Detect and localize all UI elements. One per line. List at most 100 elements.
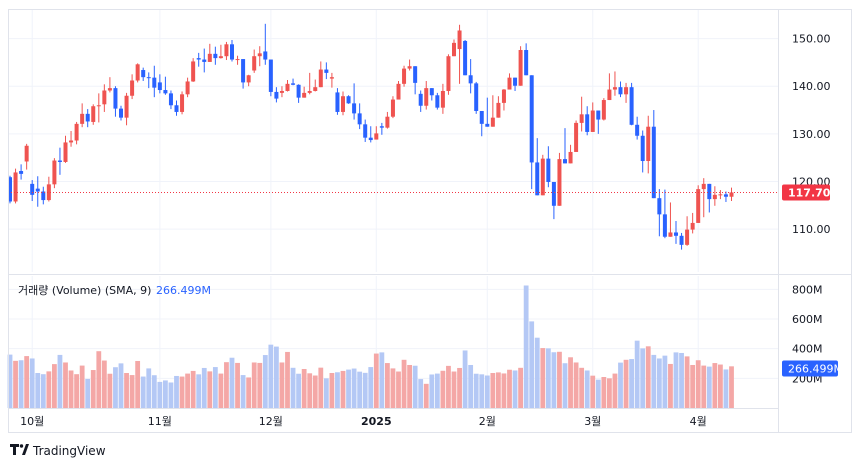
candle-body [385, 116, 390, 128]
candle-body [629, 87, 634, 125]
candle-body [696, 189, 701, 223]
volume-bar [607, 378, 612, 408]
volume-bar [96, 351, 102, 408]
candle-body [46, 184, 51, 201]
candle-body [568, 151, 573, 164]
candle-body [446, 56, 451, 91]
candle-body [679, 235, 684, 245]
volume-bar [645, 346, 651, 408]
volume-bar [246, 377, 252, 408]
volume-bar [584, 370, 590, 408]
volume-bar [124, 372, 129, 408]
volume-bars [7, 285, 734, 408]
volume-bar [140, 376, 146, 408]
candle-body [640, 135, 645, 162]
candle-body [557, 159, 562, 206]
volume-bar [257, 362, 263, 408]
candle-body [668, 232, 673, 237]
volume-bar [163, 380, 168, 408]
candle-body [74, 123, 79, 141]
volume-bar [407, 364, 412, 408]
volume-bar [7, 354, 13, 408]
candles [8, 23, 778, 250]
candle-body [241, 59, 246, 83]
tradingview-brand[interactable]: TradingView [10, 444, 106, 458]
candle-body [296, 84, 301, 98]
time-tick-label: 4월 [690, 415, 707, 428]
candle-body [252, 56, 257, 71]
volume-bar [690, 364, 696, 408]
candle-body [135, 64, 140, 81]
volume-bar [457, 367, 462, 408]
volume-bar [329, 372, 335, 408]
candle-body [341, 96, 345, 112]
volume-bar [79, 365, 85, 408]
candle-body [352, 103, 357, 114]
volume-bar [35, 372, 41, 408]
time-tick-label: 11월 [148, 415, 172, 428]
volume-bar [290, 367, 296, 408]
candle-body [612, 87, 617, 90]
volume-bar [723, 369, 729, 408]
volume-bar [701, 365, 707, 408]
volume-bar [224, 362, 229, 408]
volume-bar [240, 375, 246, 408]
candle-body [712, 194, 717, 200]
axes: 150.00140.00130.00120.00110.00800M600M40… [8, 9, 852, 433]
candle-body [63, 142, 68, 162]
volume-bar [568, 357, 573, 408]
volume-bar [429, 374, 435, 408]
volume-bar [473, 373, 479, 408]
volume-legend-label: 거래량 (Volume) (SMA, 9) [18, 284, 151, 297]
volume-bar [412, 365, 418, 408]
candle-body [452, 42, 456, 57]
volume-bar [590, 375, 596, 408]
candle-body [130, 80, 135, 96]
volume-bar [551, 352, 557, 408]
volume-bar [157, 381, 163, 408]
volume-bar [18, 360, 24, 408]
candle-body [41, 191, 46, 201]
volume-bar [40, 374, 46, 408]
candle-body [440, 90, 445, 108]
candle-body [113, 88, 118, 109]
candle-body [230, 44, 234, 60]
candle-body [651, 126, 656, 199]
volume-bar [279, 362, 285, 408]
candle-body [535, 162, 540, 196]
candle-body [235, 59, 240, 61]
volume-bar [501, 373, 507, 408]
volume-bar [695, 360, 701, 408]
candle-body [563, 159, 567, 164]
candle-body [379, 126, 384, 128]
chart-frame [8, 9, 852, 433]
volume-bar [557, 351, 562, 408]
volume-bar [673, 352, 679, 408]
volume-bar [496, 372, 501, 408]
candle-body [529, 75, 534, 163]
candle-body [146, 77, 151, 79]
candle-body [185, 81, 190, 95]
candle-body [335, 92, 340, 112]
time-tick-label: 12월 [259, 415, 283, 428]
candle-body [657, 198, 662, 215]
candle-body [424, 88, 429, 106]
volume-bar [512, 370, 518, 408]
candle-body [324, 69, 329, 73]
candle-body [479, 110, 484, 124]
price-badge: 117.70 [782, 184, 831, 201]
volume-badge: 266.499M [782, 360, 843, 377]
candle-body [707, 183, 712, 200]
volume-bar [307, 373, 313, 408]
time-tick-label: 3월 [584, 415, 601, 428]
volume-bar [301, 368, 307, 408]
volume-bar [151, 375, 157, 408]
volume-bar [729, 366, 734, 408]
volume-bar [562, 363, 568, 408]
volume-bar [629, 359, 634, 408]
candle-body [174, 105, 179, 112]
volume-bar [668, 363, 673, 408]
candle-body [507, 77, 512, 90]
volume-bar [63, 362, 68, 408]
